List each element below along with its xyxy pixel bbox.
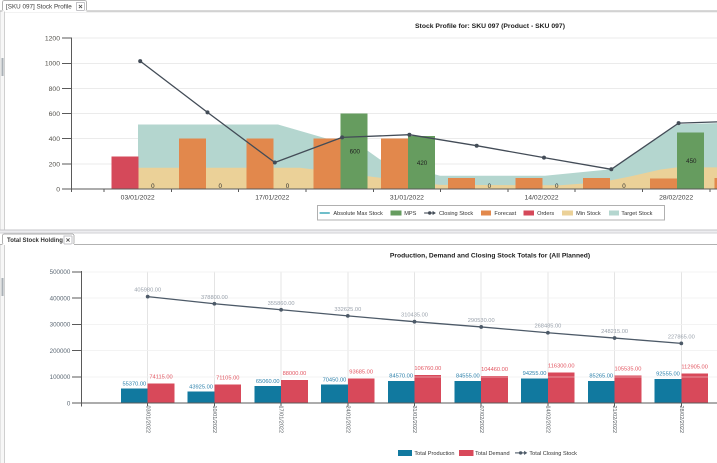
svg-text:0: 0 <box>488 183 492 190</box>
svg-text:92555.00: 92555.00 <box>656 372 680 378</box>
svg-text:405980.00: 405980.00 <box>134 288 161 294</box>
svg-text:Absolute Max Stock: Absolute Max Stock <box>333 211 383 217</box>
svg-text:[SKU 097] Stock Profile: [SKU 097] Stock Profile <box>6 3 72 10</box>
svg-text:Production, Demand and Closing: Production, Demand and Closing Stock Tot… <box>390 253 590 260</box>
svg-text:600: 600 <box>350 149 361 156</box>
svg-text:Total Stock Holding: Total Stock Holding <box>7 238 63 244</box>
svg-text:28/02/2022: 28/02/2022 <box>678 406 684 434</box>
svg-text:104460.00: 104460.00 <box>481 367 508 373</box>
svg-text:268485.00: 268485.00 <box>534 324 561 330</box>
svg-text:0: 0 <box>56 186 60 193</box>
svg-text:21/02/2022: 21/02/2022 <box>611 406 617 434</box>
svg-text:116300.00: 116300.00 <box>548 364 574 370</box>
svg-text:200: 200 <box>49 161 61 168</box>
svg-text:0: 0 <box>67 400 71 407</box>
svg-text:355860.00: 355860.00 <box>268 301 295 307</box>
svg-text:200000: 200000 <box>50 348 71 355</box>
svg-text:106760.00: 106760.00 <box>414 366 441 372</box>
svg-text:0: 0 <box>555 183 559 190</box>
svg-text:800: 800 <box>49 86 61 93</box>
svg-text:Orders: Orders <box>537 211 554 217</box>
svg-text:03/01/2022: 03/01/2022 <box>121 195 155 202</box>
svg-text:65060.00: 65060.00 <box>256 379 280 385</box>
svg-text:94255.00: 94255.00 <box>523 371 547 377</box>
svg-text:70450.00: 70450.00 <box>323 377 347 383</box>
svg-text:300000: 300000 <box>50 322 71 329</box>
svg-text:14/02/2022: 14/02/2022 <box>545 406 551 434</box>
svg-text:Closing Stock: Closing Stock <box>439 211 473 217</box>
svg-text:17/01/2022: 17/01/2022 <box>255 195 289 202</box>
svg-text:332625.00: 332625.00 <box>334 307 361 313</box>
svg-text:100000: 100000 <box>50 374 71 381</box>
svg-text:Forecast: Forecast <box>494 211 516 217</box>
svg-text:14/02/2022: 14/02/2022 <box>524 195 558 202</box>
svg-text:Total Demand: Total Demand <box>475 451 510 457</box>
svg-text:Target Stock: Target Stock <box>621 211 652 217</box>
svg-text:400000: 400000 <box>50 295 71 302</box>
svg-text:420: 420 <box>417 160 428 167</box>
svg-text:17/01/2022: 17/01/2022 <box>278 406 284 434</box>
svg-text:MPS: MPS <box>404 211 416 217</box>
svg-text:03/01/2022: 03/01/2022 <box>144 406 150 434</box>
svg-text:Min Stock: Min Stock <box>576 211 601 217</box>
svg-text:74115.00: 74115.00 <box>149 375 172 381</box>
svg-text:55370.00: 55370.00 <box>122 381 146 387</box>
svg-text:×: × <box>78 2 83 11</box>
svg-text:93685.00: 93685.00 <box>349 370 373 376</box>
svg-text:600: 600 <box>49 111 61 118</box>
svg-text:227865.00: 227865.00 <box>668 334 695 340</box>
svg-text:10/01/2022: 10/01/2022 <box>211 406 217 434</box>
svg-text:85265.00: 85265.00 <box>589 374 613 380</box>
svg-text:1000: 1000 <box>45 61 60 68</box>
svg-text:378800.00: 378800.00 <box>201 295 228 301</box>
svg-text:112905.00: 112905.00 <box>681 365 707 371</box>
svg-text:Total Production: Total Production <box>414 451 454 457</box>
svg-text:43925.00: 43925.00 <box>189 384 213 390</box>
svg-text:450: 450 <box>686 158 697 165</box>
svg-text:28/02/2022: 28/02/2022 <box>659 195 693 202</box>
svg-text:31/01/2022: 31/01/2022 <box>390 195 424 202</box>
svg-text:248215.00: 248215.00 <box>601 329 628 335</box>
svg-text:310435.00: 310435.00 <box>401 313 428 319</box>
svg-text:×: × <box>66 236 71 245</box>
svg-text:88000.00: 88000.00 <box>283 371 307 377</box>
svg-text:24/01/2022: 24/01/2022 <box>344 406 350 434</box>
svg-text:71105.00: 71105.00 <box>216 376 239 382</box>
svg-text:31/01/2022: 31/01/2022 <box>411 406 417 434</box>
svg-text:105535.00: 105535.00 <box>615 367 642 373</box>
svg-text:84570.00: 84570.00 <box>389 374 413 380</box>
svg-text:07/02/2022: 07/02/2022 <box>478 406 484 434</box>
svg-text:400: 400 <box>49 136 61 143</box>
svg-text:0: 0 <box>622 183 626 190</box>
svg-text:500000: 500000 <box>50 269 71 276</box>
svg-text:0: 0 <box>151 183 155 190</box>
svg-text:Stock Profile for: SKU 097 (Pr: Stock Profile for: SKU 097 (Product - SK… <box>415 23 565 30</box>
svg-text:84555.00: 84555.00 <box>456 374 480 380</box>
svg-text:290530.00: 290530.00 <box>468 318 495 324</box>
svg-text:0: 0 <box>286 183 290 190</box>
svg-text:Total Closing Stock: Total Closing Stock <box>529 451 577 457</box>
svg-text:0: 0 <box>218 183 222 190</box>
svg-text:1200: 1200 <box>45 36 60 43</box>
